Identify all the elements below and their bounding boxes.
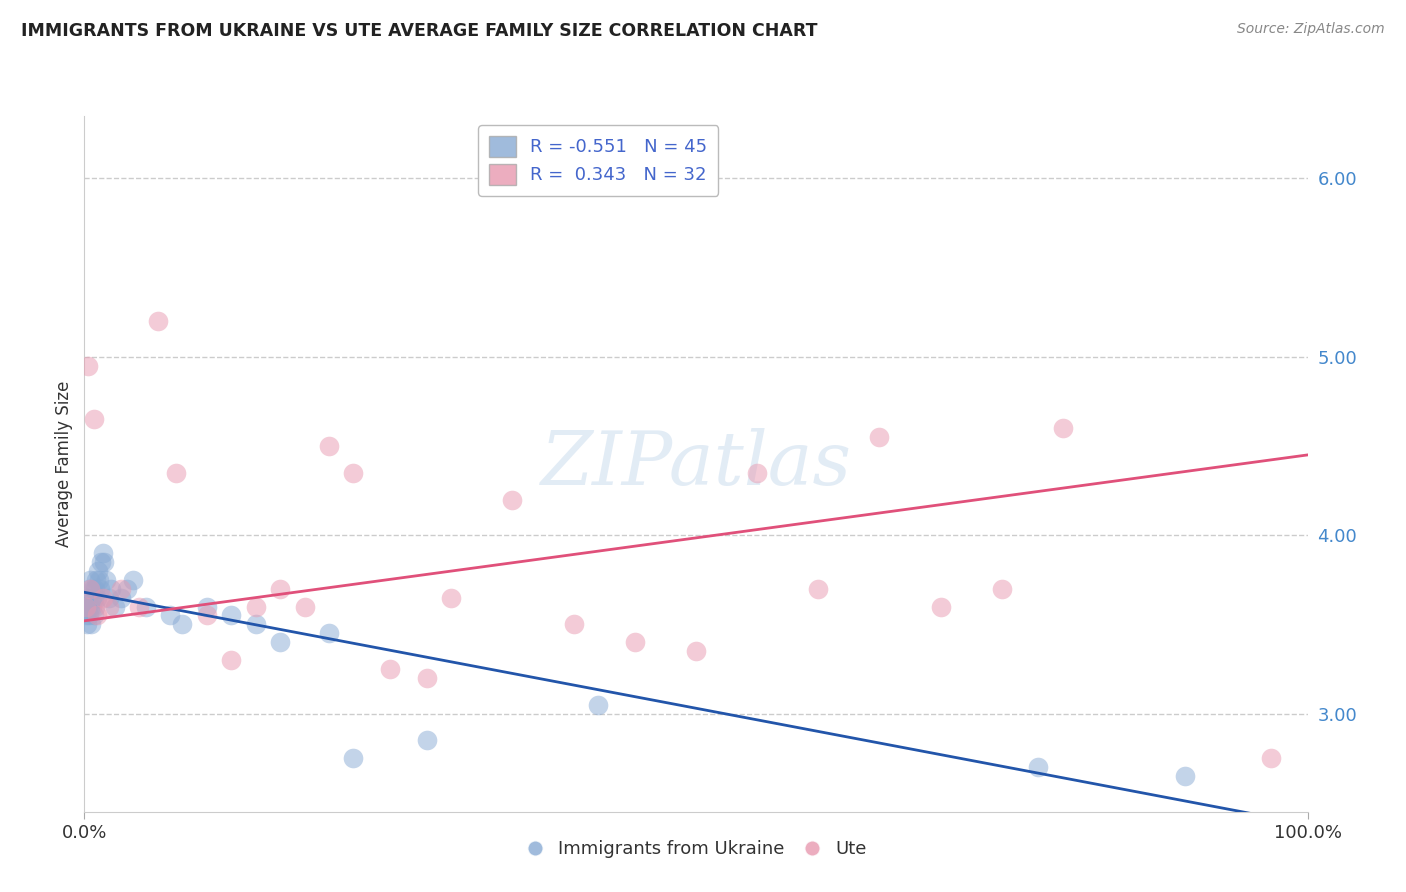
Point bbox=[586, 698, 609, 712]
Point bbox=[79, 573, 101, 587]
Point bbox=[685, 644, 707, 658]
Point bbox=[416, 671, 439, 685]
Point bbox=[96, 573, 118, 587]
Point bbox=[195, 599, 218, 614]
Point bbox=[84, 599, 107, 614]
Point bbox=[318, 626, 340, 640]
Point bbox=[122, 573, 145, 587]
Point bbox=[245, 599, 267, 614]
Point bbox=[269, 635, 291, 649]
Point bbox=[110, 582, 132, 596]
Point bbox=[747, 466, 769, 480]
Point bbox=[87, 564, 110, 578]
Point bbox=[1028, 760, 1050, 774]
Point bbox=[146, 314, 169, 328]
Point bbox=[77, 599, 100, 614]
Point bbox=[75, 608, 97, 623]
Point bbox=[501, 492, 523, 507]
Text: ZIPatlas: ZIPatlas bbox=[540, 427, 852, 500]
Point bbox=[380, 662, 402, 676]
Point bbox=[991, 582, 1014, 596]
Point bbox=[1052, 421, 1074, 435]
Point bbox=[77, 359, 100, 373]
Point bbox=[86, 591, 108, 605]
Point bbox=[869, 430, 891, 444]
Point bbox=[83, 582, 105, 596]
Point bbox=[342, 751, 364, 765]
Point bbox=[80, 591, 103, 605]
Point bbox=[86, 608, 108, 623]
Point bbox=[82, 582, 104, 596]
Point bbox=[416, 733, 439, 747]
Point bbox=[75, 599, 97, 614]
Point bbox=[1260, 751, 1282, 765]
Point bbox=[128, 599, 150, 614]
Point bbox=[75, 599, 97, 614]
Point bbox=[294, 599, 316, 614]
Point bbox=[219, 608, 242, 623]
Point bbox=[245, 617, 267, 632]
Point bbox=[87, 573, 110, 587]
Point bbox=[79, 582, 101, 596]
Point bbox=[269, 582, 291, 596]
Point bbox=[91, 591, 114, 605]
Point bbox=[135, 599, 157, 614]
Point bbox=[83, 591, 105, 605]
Point bbox=[562, 617, 585, 632]
Point bbox=[115, 582, 138, 596]
Point bbox=[219, 653, 242, 667]
Point bbox=[77, 582, 100, 596]
Point bbox=[807, 582, 830, 596]
Point bbox=[77, 608, 100, 623]
Point bbox=[97, 599, 120, 614]
Legend: Immigrants from Ukraine, Ute: Immigrants from Ukraine, Ute bbox=[519, 833, 873, 865]
Point bbox=[83, 608, 105, 623]
Point bbox=[110, 591, 132, 605]
Point bbox=[195, 608, 218, 623]
Point bbox=[76, 617, 98, 632]
Point bbox=[89, 582, 111, 596]
Point bbox=[80, 617, 103, 632]
Point bbox=[79, 599, 101, 614]
Y-axis label: Average Family Size: Average Family Size bbox=[55, 381, 73, 547]
Point bbox=[83, 412, 105, 426]
Point bbox=[91, 546, 114, 560]
Point bbox=[929, 599, 952, 614]
Point bbox=[172, 617, 194, 632]
Point bbox=[440, 591, 463, 605]
Point bbox=[93, 555, 115, 569]
Text: IMMIGRANTS FROM UKRAINE VS UTE AVERAGE FAMILY SIZE CORRELATION CHART: IMMIGRANTS FROM UKRAINE VS UTE AVERAGE F… bbox=[21, 22, 818, 40]
Point bbox=[165, 466, 187, 480]
Point bbox=[342, 466, 364, 480]
Text: Source: ZipAtlas.com: Source: ZipAtlas.com bbox=[1237, 22, 1385, 37]
Point bbox=[82, 599, 104, 614]
Point bbox=[84, 573, 107, 587]
Point bbox=[624, 635, 647, 649]
Point bbox=[97, 591, 120, 605]
Point bbox=[1174, 769, 1197, 783]
Point bbox=[318, 439, 340, 453]
Point bbox=[90, 555, 112, 569]
Point bbox=[100, 582, 122, 596]
Point bbox=[76, 591, 98, 605]
Point bbox=[104, 599, 127, 614]
Point bbox=[159, 608, 181, 623]
